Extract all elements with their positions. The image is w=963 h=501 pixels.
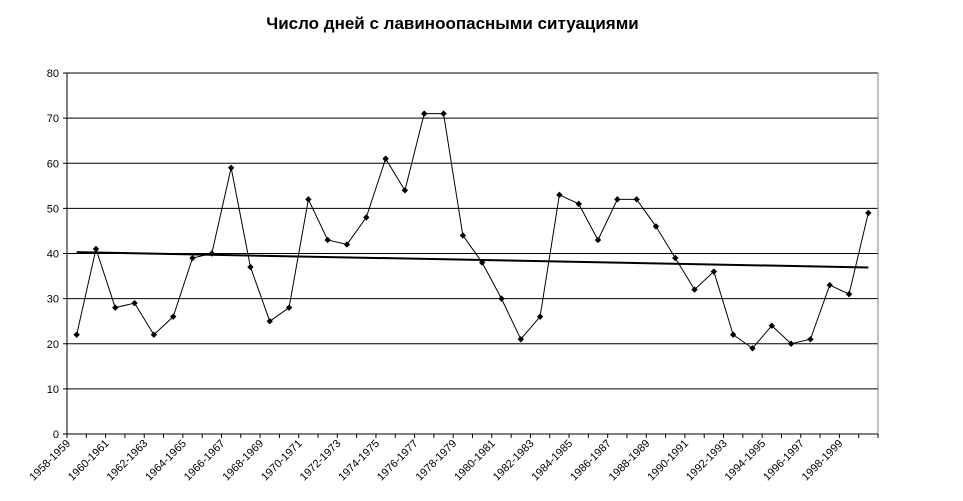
data-point-marker [594, 236, 602, 244]
x-tick-label: 1982-1983 [491, 438, 537, 484]
data-point-marker [498, 295, 505, 302]
x-tick-label: 1974-1975 [336, 438, 382, 484]
data-point-marker [710, 268, 718, 275]
data-point-marker [787, 340, 795, 347]
data-point-marker [324, 236, 331, 244]
x-tick-label: 1978-1979 [414, 438, 460, 484]
x-tick-label: 1964-1965 [143, 438, 189, 484]
y-tick-label: 20 [47, 339, 59, 351]
data-point-marker [92, 245, 100, 253]
data-point-marker [343, 241, 351, 248]
y-tick-label: 80 [47, 68, 59, 80]
data-point-marker [556, 191, 563, 199]
x-tick-label: 1962-1963 [105, 438, 151, 484]
x-tick-labels: 1958-19591960-19611962-19631964-19651966… [27, 438, 845, 484]
data-point-marker [749, 345, 756, 352]
data-point-marker [459, 232, 467, 239]
y-tick-label: 40 [47, 249, 59, 261]
data-point-marker [170, 313, 177, 320]
gridlines [67, 72, 878, 390]
y-tick-label: 30 [47, 294, 59, 306]
x-tick-label: 1976-1977 [375, 438, 421, 484]
x-tick-label: 1966-1967 [182, 438, 228, 484]
data-point-marker [826, 281, 833, 289]
trendline [76, 251, 869, 269]
data-point-marker [865, 209, 872, 217]
data-point-marker [517, 336, 524, 343]
y-tick-labels: 0 10 20 30 40 50 60 70 80 [47, 68, 59, 441]
x-tick-label: 1972-1973 [298, 438, 344, 484]
y-tick-label: 60 [47, 158, 59, 170]
data-point-marker [382, 155, 389, 162]
data-point-marker [536, 313, 544, 320]
x-tick-label: 1986-1987 [568, 438, 614, 484]
data-point-marker [672, 254, 679, 262]
data-point-marker [440, 110, 447, 117]
data-point-marker [305, 196, 312, 203]
data-point-marker [131, 299, 138, 307]
y-tick-label: 0 [53, 429, 59, 441]
data-point-marker [845, 290, 853, 298]
x-tick-label: 1988-1989 [607, 438, 653, 484]
x-tick-label: 1996-1997 [761, 438, 807, 484]
trendline-layer [76, 251, 869, 269]
y-tick-label: 70 [47, 113, 59, 125]
y-tick-label: 50 [47, 203, 59, 215]
data-point-marker [73, 331, 80, 338]
data-point-marker [401, 187, 409, 194]
data-point-marker [768, 322, 775, 329]
y-tick-label: 10 [47, 384, 59, 396]
series-layer [73, 110, 872, 352]
x-tick-label: 1970-1971 [259, 438, 305, 484]
data-point-marker [421, 110, 428, 117]
x-tick-label: 1992-1993 [684, 438, 730, 484]
data-point-marker [285, 304, 293, 311]
data-point-marker [227, 164, 235, 171]
data-point-marker [575, 200, 582, 208]
x-tick-label: 1980-1981 [452, 438, 498, 484]
data-point-marker [614, 196, 621, 203]
data-point-marker [150, 331, 158, 338]
chart-title: Число дней с лавиноопасными ситуациями [266, 14, 639, 33]
data-point-marker [691, 286, 698, 293]
data-point-marker [807, 336, 814, 343]
x-tick-label: 1968-1969 [221, 438, 267, 484]
data-point-marker [478, 259, 486, 266]
data-point-marker [189, 254, 196, 262]
x-tick-label: 1984-1985 [529, 438, 575, 484]
data-point-marker [363, 214, 370, 221]
data-point-marker [729, 331, 737, 338]
x-tick-label: 1998-1999 [800, 438, 846, 484]
x-tick-label: 1994-1995 [723, 438, 769, 484]
data-point-marker [208, 250, 216, 257]
data-point-marker [112, 304, 119, 311]
axes [63, 72, 879, 438]
x-tick-label: 1960-1961 [66, 438, 112, 484]
data-point-marker [652, 223, 660, 230]
x-tick-label: 1990-1991 [645, 438, 691, 484]
data-point-marker [266, 317, 273, 325]
data-point-marker [247, 263, 254, 271]
series-line [76, 113, 869, 349]
data-point-marker [633, 196, 640, 203]
x-tick-label: 1958-1959 [27, 438, 73, 484]
